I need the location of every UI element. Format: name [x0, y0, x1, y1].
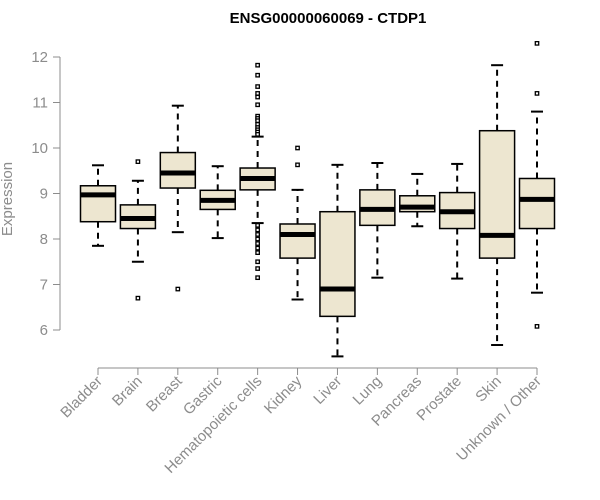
box-group	[79, 164, 117, 247]
box-group	[279, 145, 316, 301]
x-tick-label: Breast	[143, 372, 186, 415]
outlier-point	[255, 131, 260, 137]
y-axis: 6 7 8 9 10 11 12	[31, 49, 61, 339]
x-tick-label: Brain	[109, 373, 146, 410]
outlier-point	[255, 62, 260, 68]
outlier-point	[255, 94, 260, 100]
outlier-point	[255, 241, 260, 246]
y-tick-label: 12	[31, 49, 48, 66]
outlier-point	[255, 102, 260, 108]
x-tick-label: Prostate	[413, 373, 465, 425]
y-tick-label: 9	[40, 186, 48, 203]
outlier-point	[295, 162, 300, 168]
box-group	[438, 162, 476, 280]
y-tick-label: 10	[31, 140, 48, 157]
x-tick-label: Lung	[350, 373, 386, 409]
outlier-point	[255, 91, 260, 96]
box-group	[359, 162, 396, 279]
outlier-point	[295, 145, 300, 151]
box	[279, 223, 316, 259]
outlier-point	[175, 286, 181, 292]
box-group	[119, 159, 157, 301]
box-group	[399, 172, 436, 228]
y-tick-label: 8	[40, 231, 48, 248]
chart-title: ENSG00000060069 - CTDP1	[230, 10, 427, 27]
x-tick-label: Skin	[472, 373, 505, 406]
outlier-point	[255, 250, 260, 255]
x-tick-label: Kidney	[261, 372, 306, 417]
y-tick-label: 6	[40, 322, 48, 339]
outlier-point	[255, 245, 260, 251]
box	[79, 185, 117, 223]
outlier-point	[255, 275, 260, 281]
outlier-point	[255, 259, 260, 265]
box-series	[79, 41, 556, 358]
box-group	[159, 104, 197, 292]
box	[159, 151, 197, 189]
y-tick-label: 11	[32, 95, 48, 112]
y-axis-label: Expression	[0, 162, 16, 236]
box-group	[239, 62, 276, 281]
x-tick-label: Bladder	[57, 373, 106, 422]
outlier-point	[255, 84, 260, 89]
box	[319, 210, 356, 318]
outlier-point	[534, 41, 540, 46]
outlier-point	[255, 227, 260, 233]
box	[478, 129, 516, 259]
outlier-point	[255, 72, 260, 78]
outlier-point	[255, 236, 260, 242]
outlier-point	[534, 324, 540, 329]
outlier-point	[255, 232, 260, 237]
outlier-point	[135, 159, 141, 164]
box	[518, 177, 556, 230]
outlier-point	[255, 222, 260, 228]
outlier-point	[255, 266, 260, 271]
box-group	[319, 163, 356, 358]
box-group	[478, 64, 516, 347]
outlier-point	[255, 118, 260, 124]
box-group	[199, 165, 236, 240]
outlier-point	[135, 295, 141, 301]
box-group	[518, 41, 556, 329]
outlier-point	[534, 91, 540, 96]
x-tick-label: Liver	[310, 373, 345, 408]
y-tick-label: 7	[40, 277, 48, 294]
